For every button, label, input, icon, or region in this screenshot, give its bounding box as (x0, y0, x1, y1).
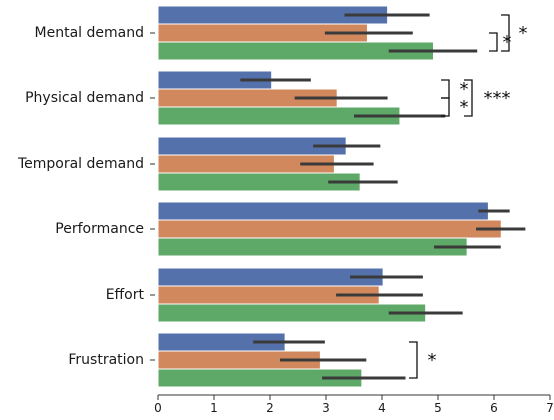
significance-label: * (519, 23, 528, 44)
significance-bracket (464, 79, 473, 117)
category-label: Performance (55, 221, 144, 237)
bar (157, 219, 502, 239)
significance-label: * (428, 350, 437, 371)
significance-label: * (460, 79, 469, 100)
x-tick-label: 7 (546, 401, 554, 415)
bar (157, 303, 427, 323)
category-label: Mental demand (35, 25, 144, 41)
bar (157, 267, 384, 287)
x-tick-label: 4 (378, 401, 386, 415)
significance-label: *** (484, 88, 511, 109)
category-label: Physical demand (25, 90, 144, 106)
error-bars-layer (240, 13, 526, 380)
significance-bracket (489, 32, 498, 52)
x-tick-label: 2 (266, 401, 274, 415)
significance-bracket (441, 79, 450, 99)
category-label: Effort (106, 287, 145, 303)
x-tick-label: 0 (154, 401, 162, 415)
significance-annotations: * *** **** (409, 14, 528, 379)
significance-bracket (501, 14, 510, 52)
x-axis: 0 1 2 3 4 5 6 7 (154, 394, 554, 415)
x-tick-label: 6 (490, 401, 498, 415)
significance-label: * (460, 97, 469, 118)
x-tick-label: 1 (210, 401, 218, 415)
significance-label: * (503, 32, 512, 53)
bar (157, 201, 489, 221)
significance-bracket (441, 97, 450, 117)
x-tick-label: 5 (434, 401, 442, 415)
category-label: Temporal demand (17, 156, 144, 172)
bars-layer (157, 5, 502, 388)
bar (157, 237, 468, 257)
x-tick-label: 3 (322, 401, 330, 415)
category-label: Frustration (68, 352, 144, 368)
category-axis: Mental demand Physical demand Temporal dem… (17, 25, 155, 368)
significance-bracket (409, 341, 418, 379)
